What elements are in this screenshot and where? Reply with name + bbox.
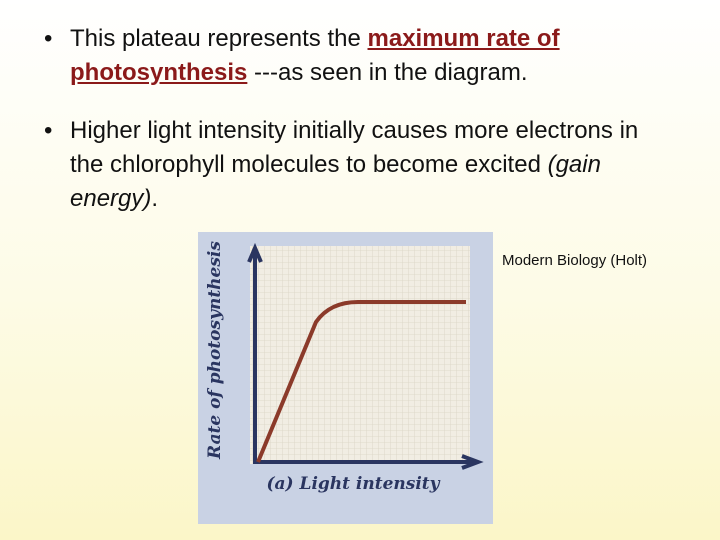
text: . bbox=[151, 185, 159, 212]
text: This plateau represents the bbox=[70, 25, 368, 52]
text: ---as seen in the diagram. bbox=[247, 59, 528, 86]
bullet: This plateau represents the maximum rate… bbox=[44, 22, 676, 90]
highlight: maximum rate of photosynthesis bbox=[70, 25, 560, 86]
curve bbox=[256, 300, 466, 463]
grid bbox=[250, 246, 470, 464]
figure: Rate of photosynthesis (a) Light intensi… bbox=[198, 232, 493, 524]
x-axis-label: (a) Light intensity bbox=[266, 474, 440, 494]
italic-text: (gain energy) bbox=[70, 151, 601, 212]
bullet: Higher light intensity initially causes … bbox=[44, 114, 676, 216]
y-axis bbox=[247, 242, 263, 464]
x-axis bbox=[255, 454, 484, 470]
bullet-list: This plateau represents the maximum rate… bbox=[44, 22, 676, 240]
text: Higher light intensity initially causes … bbox=[70, 117, 639, 178]
citation: Modern Biology (Holt) bbox=[502, 252, 648, 269]
y-axis-label: Rate of photosynthesis bbox=[205, 241, 225, 460]
